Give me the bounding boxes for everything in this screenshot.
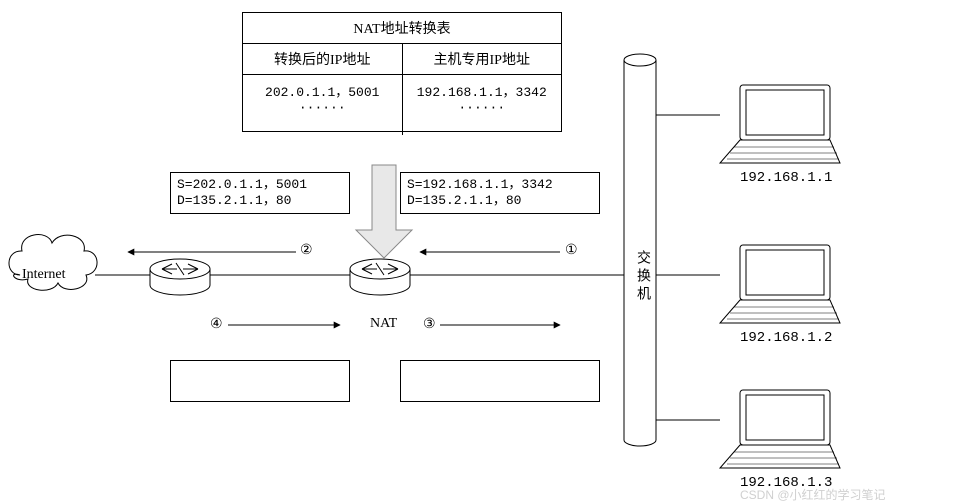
watermark: CSDN @小红红的学习笔记 — [740, 486, 886, 503]
step1-label: ① — [565, 242, 578, 259]
packet-left: S=202.0.1.1，5001 D=135.2.1.1，80 — [170, 172, 350, 214]
nat-table-col2-ellipsis: ······ — [458, 100, 505, 115]
packet-right: S=192.168.1.1，3342 D=135.2.1.1，80 — [400, 172, 600, 214]
laptop-icon-1 — [720, 85, 840, 163]
step3-label: ③ — [423, 316, 436, 333]
router-icon-1 — [150, 259, 210, 295]
internet-label: Internet — [22, 267, 66, 283]
nat-table-col2-row1: 192.168.1.1，3342 — [417, 81, 547, 100]
host1-ip: 192.168.1.1 — [740, 170, 832, 186]
nat-table-title: NAT地址转换表 — [243, 13, 561, 44]
blank-box-right — [400, 360, 600, 402]
nat-table-col2-header: 主机专用IP地址 — [403, 44, 562, 74]
switch-label: 交换机 — [632, 250, 652, 304]
nat-table-col1-header: 转换后的IP地址 — [243, 44, 403, 74]
nat-table-col1-row1: 202.0.1.1，5001 — [265, 81, 379, 100]
laptop-icon-3 — [720, 390, 840, 468]
nat-table-col1-ellipsis: ······ — [299, 100, 346, 115]
router-icon-2 — [350, 259, 410, 295]
step2-label: ② — [300, 242, 313, 259]
host2-ip: 192.168.1.2 — [740, 330, 832, 346]
laptop-icon-2 — [720, 245, 840, 323]
nat-table: NAT地址转换表 转换后的IP地址 主机专用IP地址 202.0.1.1，500… — [242, 12, 562, 132]
step4-label: ④ — [210, 316, 223, 333]
blank-box-left — [170, 360, 350, 402]
nat-label: NAT — [370, 316, 397, 332]
